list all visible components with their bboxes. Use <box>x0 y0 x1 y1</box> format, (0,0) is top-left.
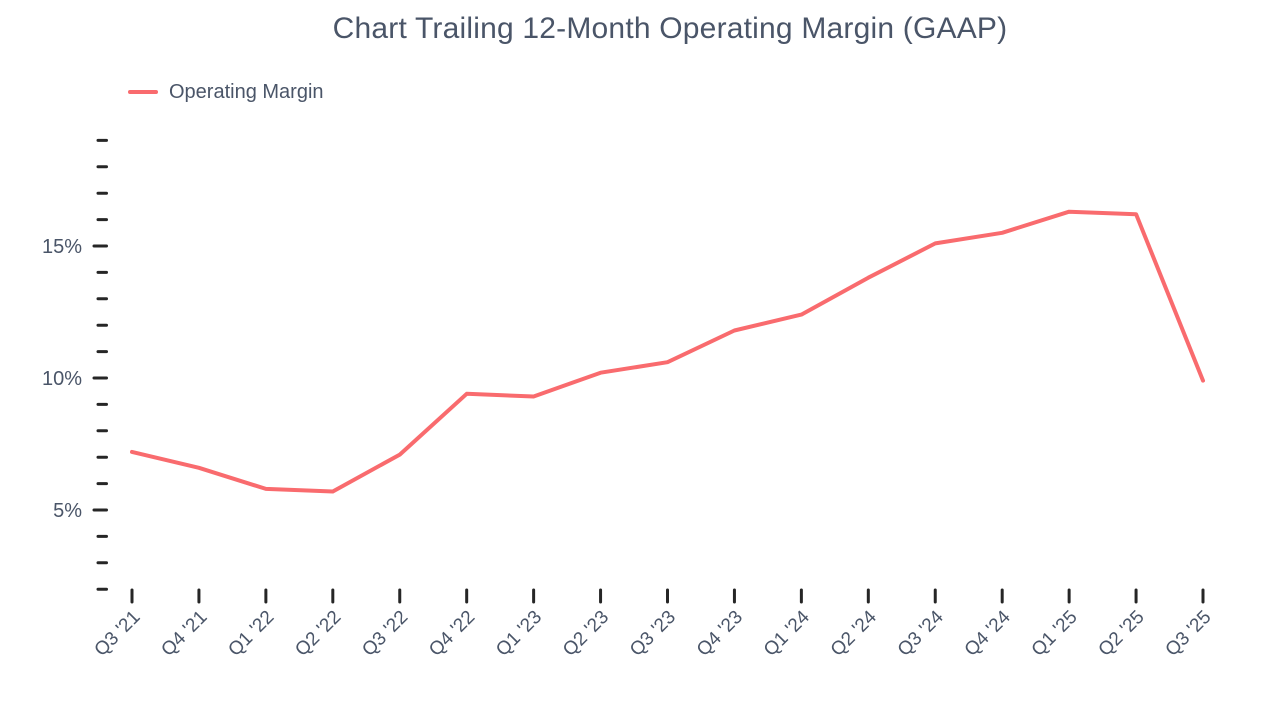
x-axis-label: Q3 '21 <box>91 607 145 661</box>
x-axis-label: Q2 '24 <box>827 606 881 660</box>
chart-title: Chart Trailing 12-Month Operating Margin… <box>332 12 1008 45</box>
y-axis-label: 5% <box>53 500 82 522</box>
x-axis-label: Q1 '23 <box>492 607 546 661</box>
legend: Operating Margin <box>128 80 324 104</box>
series-line-operating-margin <box>130 209 1205 494</box>
x-axis-label: Q4 '23 <box>693 607 747 661</box>
x-axis-label: Q3 '25 <box>1162 607 1216 661</box>
x-axis-label: Q4 '22 <box>425 607 479 661</box>
x-axis-label: Q2 '23 <box>559 607 613 661</box>
y-axis-label: 15% <box>42 236 82 258</box>
x-axis-label: Q4 '21 <box>157 607 211 661</box>
x-axis-label: Q3 '23 <box>626 607 680 661</box>
x-axis-label: Q3 '22 <box>358 607 412 661</box>
y-axis-label: 10% <box>42 368 82 390</box>
x-axis-label: Q1 '22 <box>224 607 278 661</box>
legend-line-swatch-icon <box>128 90 158 94</box>
x-axis-label: Q2 '22 <box>291 607 345 661</box>
x-axis-label: Q3 '24 <box>894 606 948 660</box>
legend-series-label: Operating Margin <box>169 80 324 103</box>
x-axis-label: Q1 '24 <box>760 606 814 660</box>
x-axis-label: Q2 '25 <box>1095 607 1149 661</box>
x-axis-label: Q4 '24 <box>961 606 1015 660</box>
x-axis-label: Q1 '25 <box>1028 607 1082 661</box>
